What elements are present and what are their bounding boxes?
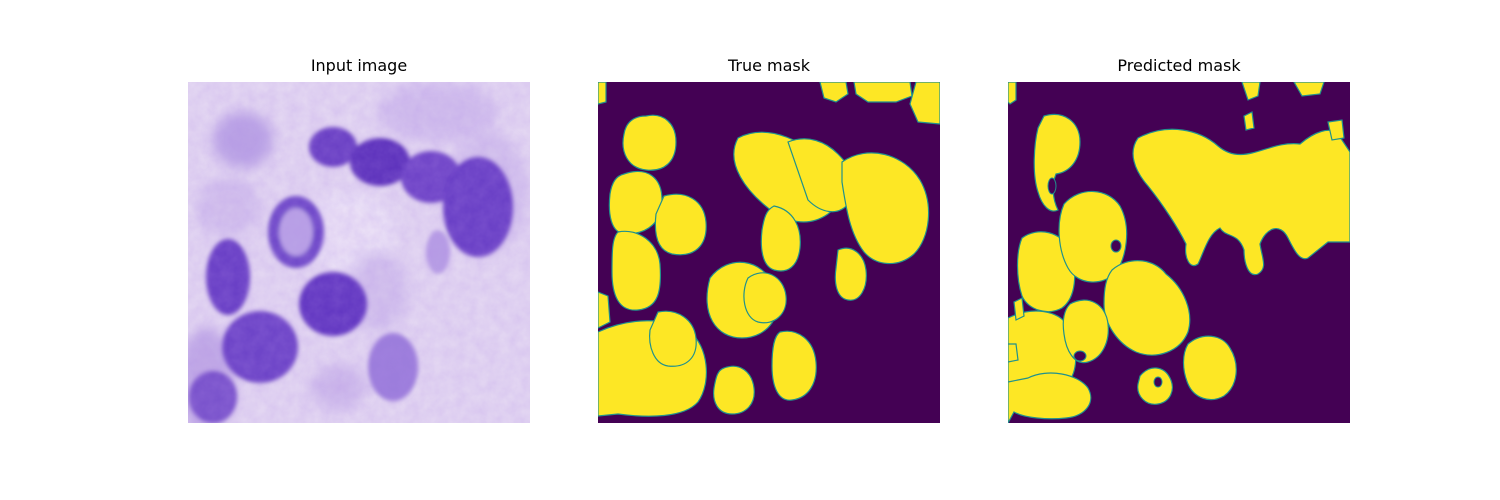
input-image-title: Input image	[310, 56, 408, 75]
predicted-mask-title: Predicted mask	[1117, 56, 1241, 75]
input-image	[188, 82, 530, 423]
true-mask-image	[598, 82, 940, 423]
predicted-mask-image	[1008, 82, 1350, 423]
true-mask-title: True mask	[727, 56, 811, 75]
